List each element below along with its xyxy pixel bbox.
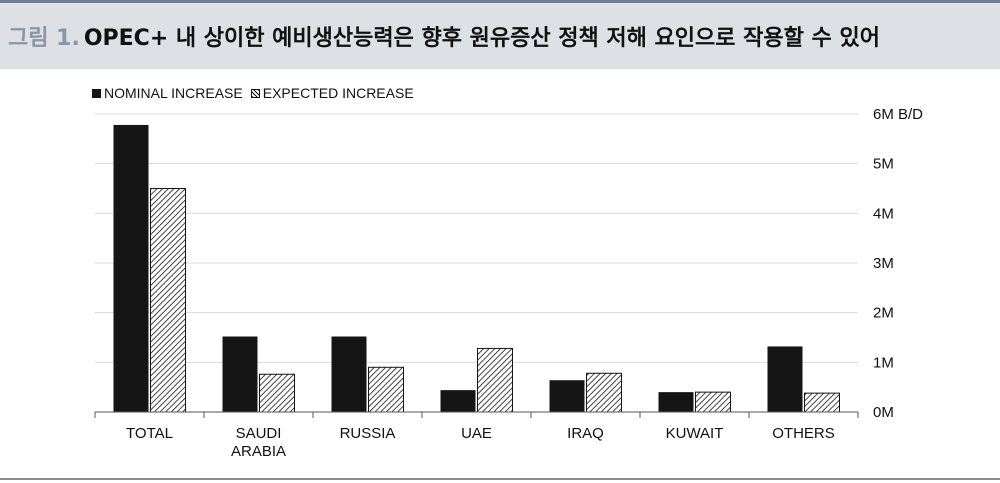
y-tick-label: 6M B/D [873,106,923,123]
y-tick-label: 4M [873,205,894,222]
bar-nominal-5 [658,392,694,412]
chart-legend: NOMINAL INCREASE EXPECTED INCREASE [92,85,422,101]
top-rule [0,0,1000,3]
bars [113,124,840,413]
bar-expected-4 [586,372,622,413]
y-tick-label: 3M [873,255,894,272]
x-tick-label: KUWAIT [666,425,724,442]
bar-expected-6 [804,392,840,413]
legend-item-expected: EXPECTED INCREASE [250,85,414,101]
x-tick-label: IRAQ [567,425,604,442]
figure-label: 그림 1. [8,26,80,51]
bar-expected-2 [368,366,404,413]
y-tick-label: 0M [873,404,894,421]
x-tick-label: RUSSIA [340,425,396,442]
bar-nominal-6 [767,346,803,412]
bar-expected-1 [259,373,295,413]
legend-label-expected: EXPECTED INCREASE [262,85,414,101]
y-tick-label: 5M [873,156,894,173]
figure-title: OPEC+ 내 상이한 예비생산능력은 향후 원유증산 정책 저해 요인으로 작… [83,26,880,51]
legend-item-nominal: NOMINAL INCREASE [92,85,243,101]
bar-nominal-2 [331,336,367,412]
y-tick-label: 2M [873,305,894,322]
bottom-rule [0,478,1000,480]
bar-nominal-3 [440,390,476,412]
bar-nominal-4 [549,380,585,412]
legend-swatch-solid [92,88,101,98]
gridlines [95,113,858,363]
figure-title-bar: 그림 1. OPEC+ 내 상이한 예비생산능력은 향후 원유증산 정책 저해 … [0,3,1000,69]
x-tick-label: OTHERS [772,425,835,442]
bar-expected-0 [150,188,186,413]
legend-label-nominal: NOMINAL INCREASE [104,85,243,101]
bar-expected-3 [477,347,513,413]
axes: 0M 1M 2M 3M 4M 5M 6M B/D TOTAL SAUDI ARABIA RUSSIA… [94,106,923,460]
x-tick-label: TOTAL [126,425,173,442]
x-tick-label: UAE [461,425,492,442]
x-tick-label: SAUDI ARABIA [231,425,286,460]
legend-swatch-hatched [250,88,260,98]
bar-nominal-1 [222,336,258,412]
bar-nominal-0 [113,124,149,412]
y-tick-label: 1M [873,354,894,371]
bar-expected-5 [695,391,731,413]
